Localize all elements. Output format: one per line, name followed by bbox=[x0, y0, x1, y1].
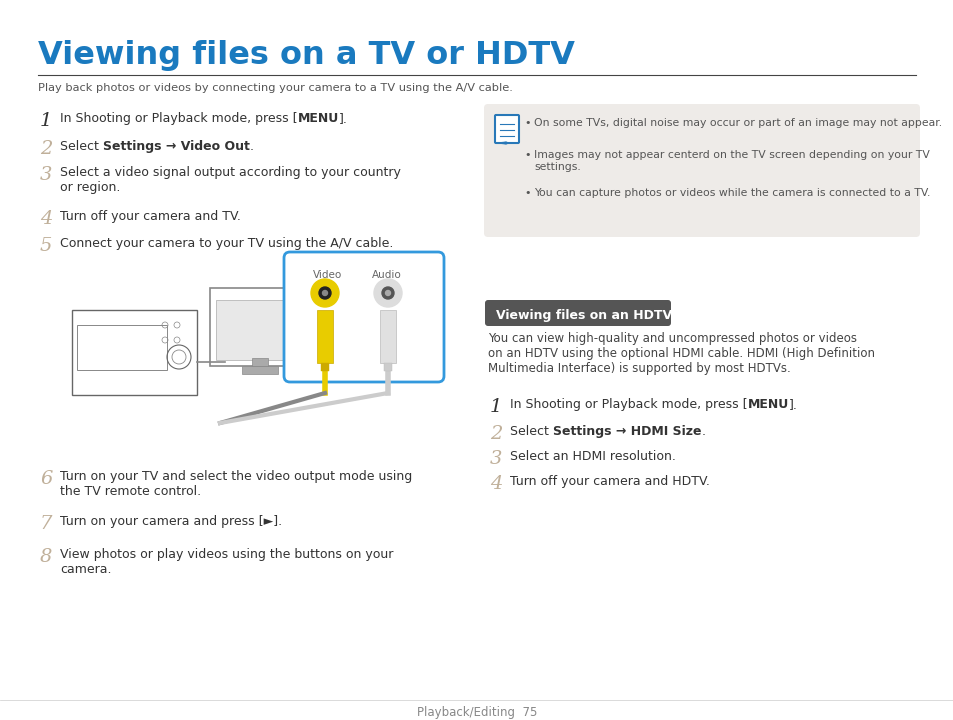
Text: Select: Select bbox=[510, 425, 553, 438]
Text: Audio: Audio bbox=[372, 270, 401, 280]
Text: Select a video signal output according to your country
or region.: Select a video signal output according t… bbox=[60, 166, 400, 194]
Text: Settings → Video Out: Settings → Video Out bbox=[103, 140, 250, 153]
Bar bbox=[252, 358, 268, 366]
Text: 8: 8 bbox=[40, 548, 52, 566]
Text: .: . bbox=[700, 425, 704, 438]
Text: 4: 4 bbox=[40, 210, 52, 228]
Circle shape bbox=[381, 287, 394, 299]
Circle shape bbox=[374, 279, 401, 307]
Text: Turn on your camera and press [►].: Turn on your camera and press [►]. bbox=[60, 515, 282, 528]
Text: 2: 2 bbox=[490, 425, 502, 443]
Bar bbox=[320, 363, 329, 371]
Text: Images may not appear centerd on the TV screen depending on your TV settings.: Images may not appear centerd on the TV … bbox=[534, 150, 929, 171]
Circle shape bbox=[385, 290, 390, 295]
Text: Play back photos or videos by connecting your camera to a TV using the A/V cable: Play back photos or videos by connecting… bbox=[38, 83, 513, 93]
FancyBboxPatch shape bbox=[495, 115, 518, 143]
Text: 5: 5 bbox=[40, 237, 52, 255]
Text: 3: 3 bbox=[490, 450, 502, 468]
Bar bbox=[242, 366, 277, 374]
Text: On some TVs, digital noise may occur or part of an image may not appear.: On some TVs, digital noise may occur or … bbox=[534, 118, 942, 128]
Text: In Shooting or Playback mode, press [: In Shooting or Playback mode, press [ bbox=[60, 112, 297, 125]
Text: 4: 4 bbox=[490, 475, 502, 493]
Text: 1: 1 bbox=[40, 112, 52, 130]
Text: ✒: ✒ bbox=[499, 139, 509, 149]
Text: Select: Select bbox=[60, 140, 103, 153]
Text: MENU: MENU bbox=[747, 398, 788, 411]
Bar bbox=[77, 325, 167, 370]
Text: 1: 1 bbox=[490, 398, 502, 416]
FancyBboxPatch shape bbox=[483, 104, 919, 237]
Text: Viewing files on an HDTV: Viewing files on an HDTV bbox=[496, 308, 672, 322]
Text: You can view high-quality and uncompressed photos or videos
on an HDTV using the: You can view high-quality and uncompress… bbox=[488, 332, 874, 375]
Text: Connect your camera to your TV using the A/V cable.: Connect your camera to your TV using the… bbox=[60, 237, 393, 250]
Text: Viewing files on a TV or HDTV: Viewing files on a TV or HDTV bbox=[38, 40, 575, 71]
Text: Playback/Editing  75: Playback/Editing 75 bbox=[416, 706, 537, 719]
Text: Video: Video bbox=[313, 270, 342, 280]
Bar bbox=[215, 300, 304, 360]
Text: ].: ]. bbox=[788, 398, 797, 411]
Text: •: • bbox=[523, 118, 530, 128]
Text: You can capture photos or videos while the camera is connected to a TV.: You can capture photos or videos while t… bbox=[534, 188, 929, 198]
Text: Settings → HDMI Size: Settings → HDMI Size bbox=[553, 425, 700, 438]
Circle shape bbox=[322, 290, 327, 295]
Text: MENU: MENU bbox=[297, 112, 338, 125]
FancyBboxPatch shape bbox=[484, 300, 670, 326]
Text: In Shooting or Playback mode, press [: In Shooting or Playback mode, press [ bbox=[510, 398, 747, 411]
FancyBboxPatch shape bbox=[284, 252, 443, 382]
Bar bbox=[379, 310, 395, 363]
Circle shape bbox=[311, 279, 338, 307]
Text: 3: 3 bbox=[40, 166, 52, 184]
Text: Turn off your camera and HDTV.: Turn off your camera and HDTV. bbox=[510, 475, 709, 488]
Text: •: • bbox=[523, 150, 530, 160]
Text: •: • bbox=[523, 188, 530, 198]
Bar bbox=[210, 288, 310, 366]
Circle shape bbox=[318, 287, 331, 299]
Bar bbox=[316, 310, 333, 363]
Text: Turn off your camera and TV.: Turn off your camera and TV. bbox=[60, 210, 240, 223]
Text: .: . bbox=[250, 140, 253, 153]
Text: 7: 7 bbox=[40, 515, 52, 533]
Text: Turn on your TV and select the video output mode using
the TV remote control.: Turn on your TV and select the video out… bbox=[60, 470, 412, 498]
Text: ].: ]. bbox=[339, 112, 348, 125]
Text: Select an HDMI resolution.: Select an HDMI resolution. bbox=[510, 450, 675, 463]
Text: 2: 2 bbox=[40, 140, 52, 158]
Bar bbox=[384, 363, 392, 371]
Text: 6: 6 bbox=[40, 470, 52, 488]
Text: View photos or play videos using the buttons on your
camera.: View photos or play videos using the but… bbox=[60, 548, 393, 576]
